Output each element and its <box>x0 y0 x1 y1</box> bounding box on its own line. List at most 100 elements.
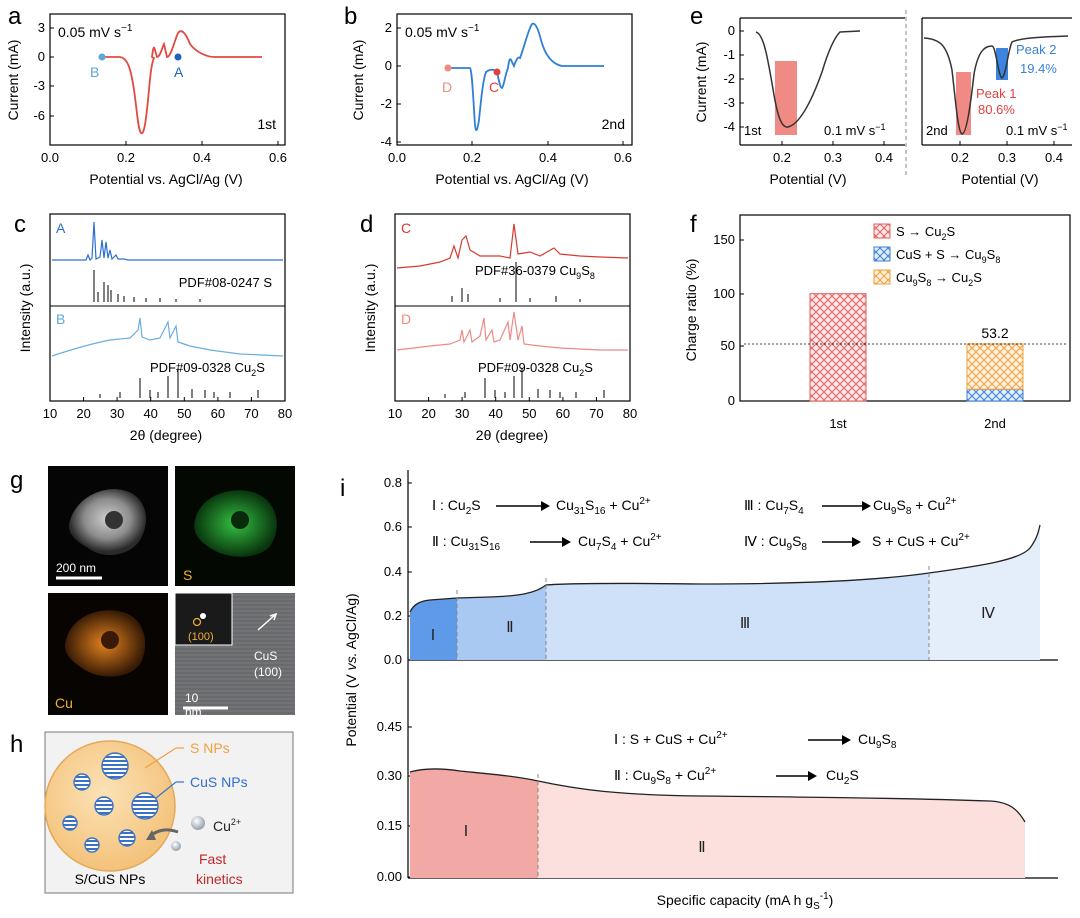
equations-bottom: Ⅰ : S + CuS + Cu2+ Cu9S8 Ⅱ : Cu9S8 + Cu2… <box>614 730 897 787</box>
xtick-c-7: 80 <box>278 406 292 421</box>
scan-rate-e-left: 0.1 mV s−1 <box>824 122 886 138</box>
s-map-label: S <box>183 567 192 583</box>
schematic-caption: S/CuS NPs <box>75 871 146 887</box>
panel-letter-d: d <box>360 211 373 238</box>
ylabel-b: Current (mA) <box>350 40 366 121</box>
peak2-label: Peak 2 <box>1016 42 1056 57</box>
region-fill-top-3 <box>546 573 929 660</box>
xtick-e-left-2: 0.4 <box>875 150 893 165</box>
cv-curve-e-left <box>755 30 861 128</box>
panel-letter-c: c <box>14 211 26 238</box>
ytick-b-3: -4 <box>380 134 392 149</box>
ylabel-i: Potential (V vs. AgCl/Ag) <box>343 593 359 746</box>
cus-nps-label: CuS NPs <box>190 774 248 790</box>
point-label-d: D <box>442 79 452 95</box>
ref-sticks-cu2s <box>99 368 259 398</box>
cycle-label-e-left: 1st <box>744 123 762 138</box>
equation-1-products: Cu31S16 + Cu2+ <box>556 496 651 517</box>
fft-center <box>200 613 206 619</box>
lattice-arrow <box>257 612 278 631</box>
panel-d: d 10 20 30 40 50 60 70 80 2θ (degree) In… <box>360 211 637 443</box>
scan-rate-b: 0.05 mV s−1 <box>405 23 480 40</box>
kinetics-label: kinetics <box>196 871 243 887</box>
region-fill-bottom-1 <box>410 768 538 878</box>
legend-label-2: Cu9S8 → Cu2S <box>896 270 982 288</box>
s-nps-label: S NPs <box>190 740 230 756</box>
xtick-c-1: 20 <box>76 406 90 421</box>
ref-label-cu2s-d: PDF#09-0328 Cu2S <box>478 360 593 378</box>
discharge-curve-bottom <box>409 768 1026 823</box>
xtick-e-right-0: 0.2 <box>951 150 969 165</box>
bar-series-group <box>809 293 1024 402</box>
cu-ion-2 <box>171 841 181 851</box>
panel-c: c 10 20 30 40 50 60 70 80 2θ (degree) In… <box>14 211 292 443</box>
point-a-marker <box>174 53 182 61</box>
equation-3: Ⅲ : Cu7S4 <box>744 497 804 517</box>
fft-label: (100) <box>188 631 214 643</box>
ref-sticks-s <box>93 270 201 302</box>
equation-b2-products: Cu2S <box>826 767 859 787</box>
xtick-b-1: 0.2 <box>463 150 481 165</box>
ytick-i-top-0: 0.0 <box>384 652 402 667</box>
xtick-c-0: 10 <box>43 406 57 421</box>
legend-swatch-1 <box>873 246 891 262</box>
equation-b1: Ⅰ : S + CuS + Cu2+ <box>614 730 728 747</box>
plot-frame-b <box>396 13 633 146</box>
ytick-f-0: 0 <box>728 393 735 408</box>
region-fill-bottom-2 <box>538 781 1025 878</box>
xtick-e-left-1: 0.3 <box>824 150 842 165</box>
region-label-top-2: Ⅱ <box>506 620 513 636</box>
cus-label: CuS <box>254 649 277 663</box>
ytick-i-top-3: 0.6 <box>384 519 402 534</box>
region-fill-top-1 <box>410 598 457 660</box>
xtick-c-3: 40 <box>143 406 157 421</box>
ytick-i-top-1: 0.2 <box>384 608 402 623</box>
xrd-pattern-c <box>396 223 629 269</box>
bar-2nd-series-2 <box>966 343 1024 390</box>
xtick-b-2: 0.4 <box>539 150 557 165</box>
equation-2-products: Cu7S4 + Cu2+ <box>578 532 662 553</box>
fft-inset <box>174 592 233 646</box>
ytick-e-0: 0 <box>728 23 735 38</box>
point-label-c: C <box>489 79 499 95</box>
xlabel-e-left: Potential (V) <box>769 171 846 187</box>
xtick-a-3: 0.6 <box>269 150 287 165</box>
panel-letter-g: g <box>10 467 23 494</box>
plot-frame-d <box>394 213 631 402</box>
region-label-bottom-2: Ⅱ <box>698 840 705 856</box>
equation-3-products: Cu9S8 + Cu2+ <box>873 496 957 517</box>
value-label-f: 53.2 <box>981 325 1008 341</box>
ytick-a-3: -6 <box>33 108 45 123</box>
scan-rate-a: 0.05 mV s−1 <box>58 23 133 40</box>
haadf-hole <box>105 511 123 529</box>
panel-letter-e: e <box>690 3 703 30</box>
panel-b: b 0.0 0.2 0.4 0.6 2 0 -2 -4 Potential vs… <box>344 3 633 187</box>
panel-e: e 0 -1 -2 -3 -4 0.2 0.3 0.4 0.2 0.3 0.4 … <box>690 3 1072 187</box>
peak1-label: Peak 1 <box>976 86 1016 101</box>
ylabel-d: Intensity (a.u.) <box>362 264 378 353</box>
cu-ion-1 <box>191 816 205 830</box>
cus-plane-label: (100) <box>254 665 282 679</box>
ylabel-a: Current (mA) <box>5 40 21 121</box>
scale-label-10nm-b: nm <box>185 705 202 719</box>
region-label-top-4: Ⅳ <box>981 606 995 622</box>
bar-1st-series-0 <box>809 293 867 402</box>
s-nps-leader <box>144 747 177 769</box>
xtick-a-2: 0.4 <box>193 150 211 165</box>
xtick-d-7: 80 <box>623 406 637 421</box>
equation-4: Ⅳ : Cu9S8 <box>744 533 807 553</box>
legend-swatch-2 <box>873 269 891 285</box>
cu-ion-label: Cu2+ <box>213 817 241 834</box>
ylabel-f: Charge ratio (%) <box>683 259 699 362</box>
ytick-a-1: 0 <box>38 49 45 64</box>
panel-g: g 200 nm S Cu (100) CuS (100) 10 nm <box>10 466 295 719</box>
discharge-curve-top <box>409 524 1041 613</box>
xrd-pattern-a <box>52 221 283 262</box>
xtick-c-6: 70 <box>244 406 258 421</box>
region-label-bottom-1: Ⅰ <box>464 824 468 840</box>
peak2-pct: 19.4% <box>1020 61 1057 76</box>
point-b-marker <box>98 53 106 61</box>
ref-sticks-cu9s8 <box>451 262 581 302</box>
xtick-d-3: 40 <box>488 406 502 421</box>
cv-curve-a <box>102 30 262 135</box>
